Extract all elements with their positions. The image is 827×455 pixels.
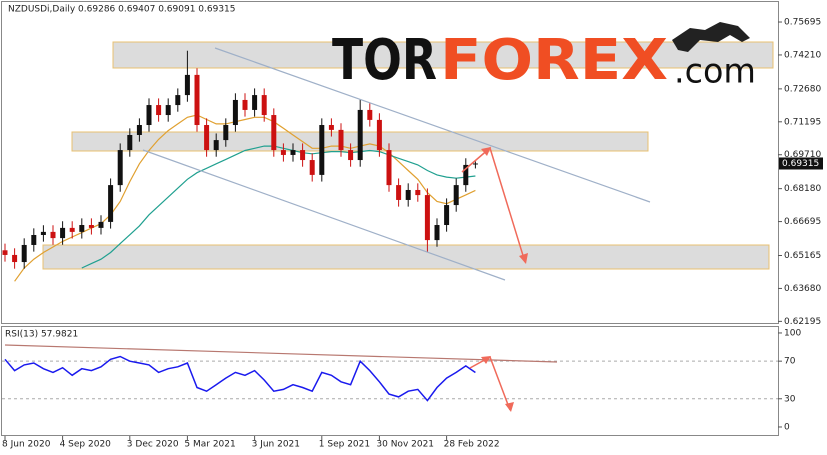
candle-body <box>463 164 469 186</box>
y-tick-label: 70 <box>784 357 796 367</box>
logo: TOR FOREX .com <box>332 22 756 93</box>
arrow-head <box>481 356 514 412</box>
logo-text: FOREX <box>440 28 668 93</box>
candle-body <box>69 227 75 232</box>
x-tick-label: 3 Jun 2021 <box>252 440 300 450</box>
support-zone <box>42 244 770 270</box>
candle-body <box>117 150 123 186</box>
candle-body <box>271 115 277 151</box>
candle-body <box>136 125 142 135</box>
channel-line <box>142 149 506 281</box>
candle-body <box>386 150 392 186</box>
candle-body <box>175 95 181 106</box>
candle-body <box>12 254 18 263</box>
y-tick-label: 0.71195 <box>784 117 821 127</box>
y-tick-label: 0.65165 <box>784 251 821 261</box>
rsi-trend-line <box>4 344 558 363</box>
y-tick-label: 0.75695 <box>784 18 821 28</box>
y-tick-label: 0.72680 <box>784 84 821 94</box>
candle-body <box>453 185 459 206</box>
y-tick-label: 0.66695 <box>784 217 821 227</box>
candle-body <box>319 125 325 175</box>
x-tick-label: 30 Nov 2021 <box>376 440 434 450</box>
y-tick-label: 0.69710 <box>784 150 821 160</box>
candle-body <box>444 205 450 226</box>
logo-text: .com <box>674 52 756 92</box>
rsi-line <box>4 355 476 402</box>
last-price-box <box>779 157 823 170</box>
candle-body <box>434 225 440 241</box>
bull-icon <box>672 22 750 52</box>
candle-body <box>204 125 210 151</box>
candle-body <box>184 74 190 96</box>
rsi-panel <box>1 326 779 436</box>
candle-body <box>415 189 421 196</box>
candle-body <box>242 99 248 110</box>
plot: 0.75695 0.74210 0.72680 0.71195 0.69710 0.681… <box>2 18 823 450</box>
candle-body <box>261 95 267 116</box>
candle-body <box>31 234 37 245</box>
candle-body <box>213 140 219 151</box>
candle-body <box>88 225 94 228</box>
x-tick-label: 28 Feb 2022 <box>444 440 500 450</box>
candle-body <box>472 163 478 165</box>
main-panel <box>1 1 779 324</box>
y-tick-label: 0 <box>784 422 790 432</box>
x-tick-label: 1 Sep 2021 <box>319 440 370 450</box>
candle-body <box>165 105 171 116</box>
candle-body <box>232 99 238 126</box>
candle-body <box>156 105 162 116</box>
channel-line <box>214 47 651 203</box>
candle-body <box>396 185 402 200</box>
candle-body <box>280 150 286 155</box>
candle-body <box>309 160 315 175</box>
candle-body <box>79 225 85 232</box>
x-tick-label: 5 Mar 2021 <box>184 440 235 450</box>
candle-body <box>405 189 411 200</box>
candle-body <box>348 150 354 161</box>
candle-body <box>424 195 430 241</box>
candle-body <box>108 185 114 222</box>
y-tick-label: 100 <box>784 328 801 338</box>
candle-body <box>223 125 229 141</box>
rsi-title: RSI(13) 57.9821 <box>5 330 78 340</box>
resistance-zone <box>112 41 774 69</box>
candle-body <box>338 129 344 151</box>
annotations <box>4 47 651 412</box>
candle-body <box>376 119 382 151</box>
candle-body <box>290 150 296 155</box>
candle-body <box>300 150 306 161</box>
candle-body <box>357 109 363 161</box>
x-tick-label: 3 Dec 2020 <box>127 440 179 450</box>
candle-body <box>40 231 46 235</box>
logo-text: TOR <box>332 28 437 93</box>
candle-body <box>60 227 66 239</box>
candle-body <box>252 95 258 110</box>
moving-average <box>81 145 476 269</box>
candle-body <box>194 74 200 126</box>
candle-body <box>21 244 27 263</box>
candle-body <box>328 125 334 130</box>
y-tick-label: 0.68180 <box>784 184 821 194</box>
y-tick-label: 0.74210 <box>784 50 821 60</box>
candle-body <box>367 109 373 120</box>
y-tick-label: 30 <box>784 394 796 404</box>
candle-body <box>50 231 56 239</box>
x-tick-label: 4 Sep 2020 <box>60 440 112 450</box>
x-tick-label: 8 Jun 2020 <box>2 440 51 450</box>
y-tick-label: 0.63680 <box>784 284 821 294</box>
last-price-label: 0.69315 <box>782 159 819 169</box>
candle-body <box>146 105 152 126</box>
candle-body <box>98 221 104 228</box>
y-tick-label: 0.62195 <box>784 317 821 327</box>
candle-body <box>2 250 8 255</box>
candle-body <box>127 134 133 151</box>
chart-title: NZDUSDi,Daily 0.69286 0.69407 0.69091 0.… <box>8 5 236 15</box>
